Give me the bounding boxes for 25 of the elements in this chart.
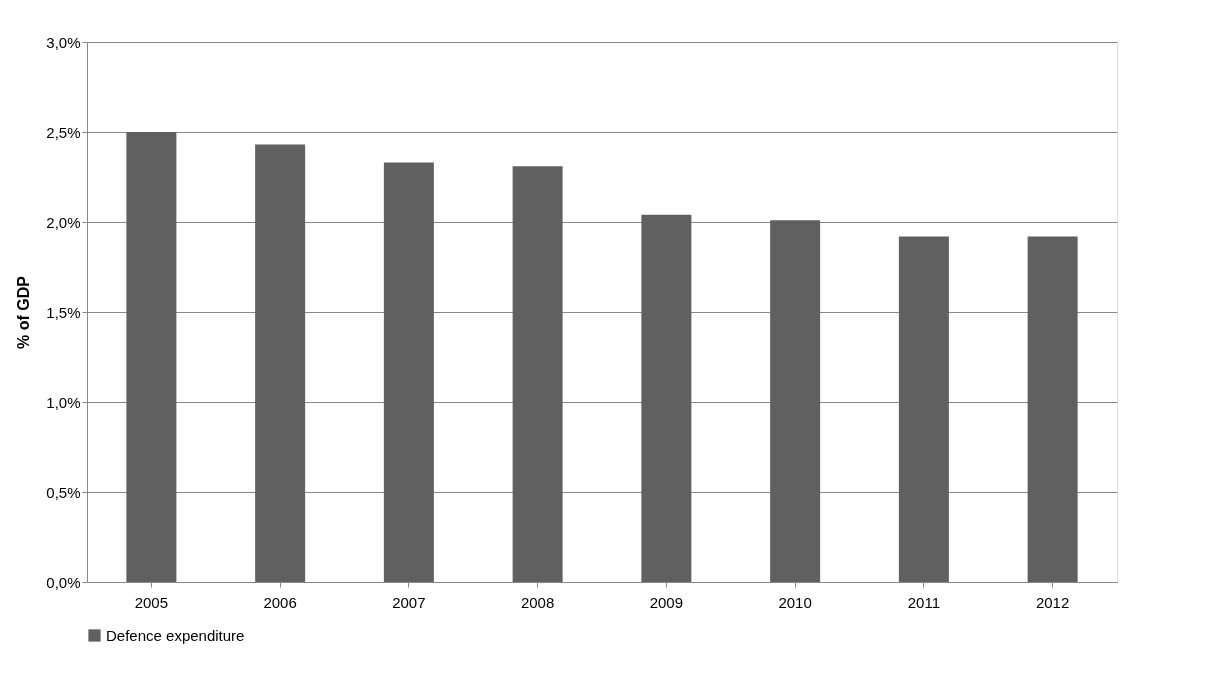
x-tick-label: 2009 xyxy=(649,593,684,611)
bar xyxy=(255,144,306,582)
x-tick-label: 2005 xyxy=(134,593,169,611)
x-tick-label: 2007 xyxy=(392,593,426,611)
legend-label: Defence expenditure xyxy=(106,626,245,644)
x-tick-label: 2006 xyxy=(263,593,297,611)
x-tick-label: 2010 xyxy=(778,593,812,611)
x-tick-label: 2012 xyxy=(1035,593,1070,611)
bar xyxy=(898,236,949,582)
x-tick-label: 2011 xyxy=(907,593,941,611)
x-tick-label: 2008 xyxy=(520,593,555,611)
bar xyxy=(512,166,563,582)
bar xyxy=(1027,236,1078,582)
y-tick-label: 0,5% xyxy=(46,483,81,501)
bar xyxy=(383,162,434,582)
bar xyxy=(126,132,177,582)
y-tick-label: 2,5% xyxy=(46,123,81,141)
bar xyxy=(770,220,821,582)
y-tick-label: 3,0% xyxy=(46,33,81,51)
y-tick-label: 1,5% xyxy=(46,303,81,321)
bar xyxy=(641,214,692,582)
y-tick-label: 0,0% xyxy=(46,573,81,591)
y-tick-label: 1,0% xyxy=(46,393,81,411)
y-tick-label: 2,0% xyxy=(46,213,81,231)
y-axis-title: % of GDP xyxy=(15,275,33,349)
